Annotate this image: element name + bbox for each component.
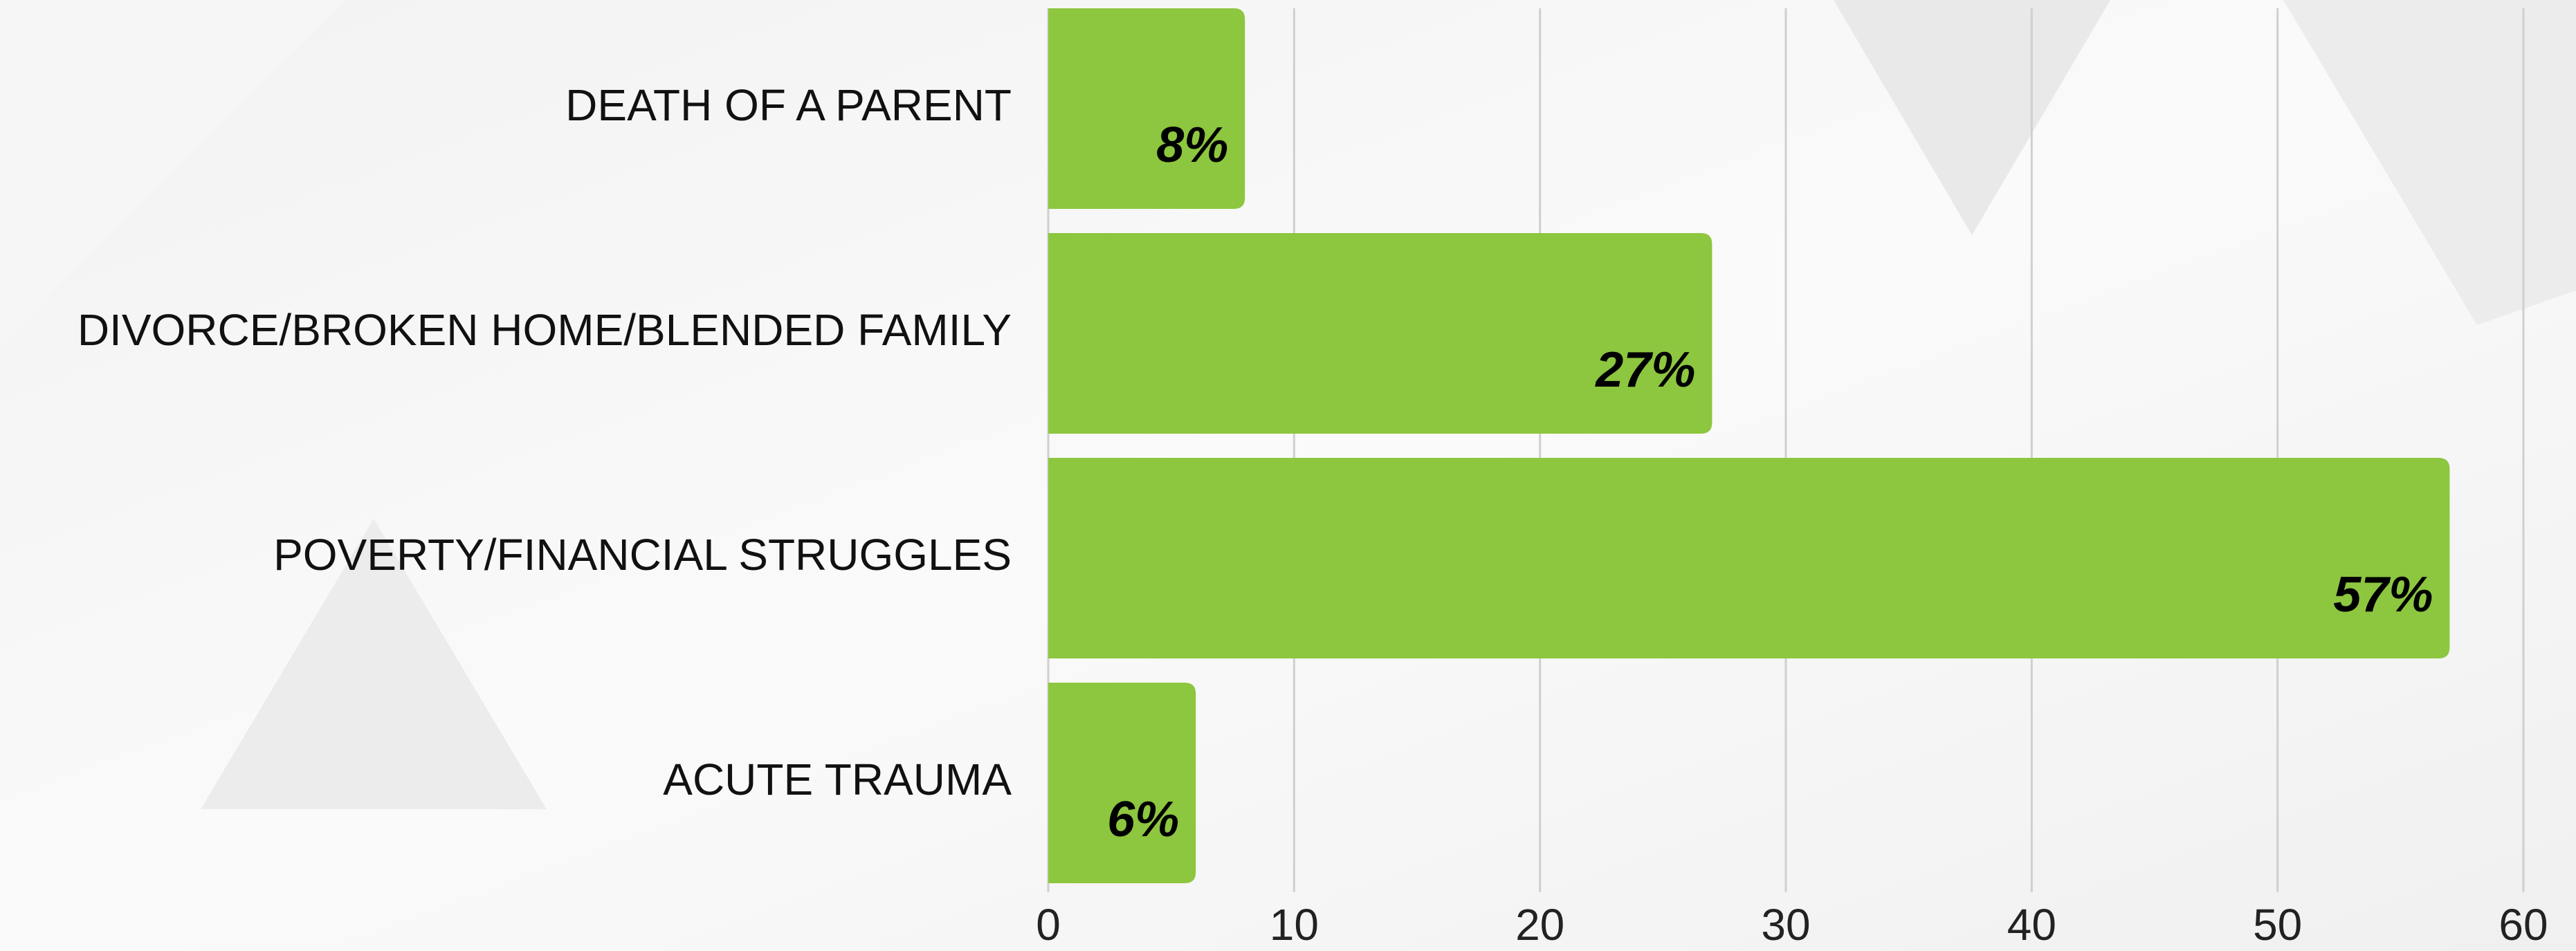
value-label: 57%: [2333, 567, 2433, 622]
value-label: 8%: [1156, 118, 1228, 173]
bg-shape: [0, 0, 346, 346]
value-label: 6%: [1107, 792, 1179, 847]
x-tick-label: 50: [2253, 900, 2302, 950]
x-tick-label: 20: [1515, 900, 1564, 950]
bar: [1048, 233, 1712, 434]
x-tick-label: 10: [1270, 900, 1319, 950]
bg-shape: [2283, 0, 2576, 325]
category-label: ACUTE TRAUMA: [663, 755, 1012, 804]
bar: [1048, 683, 1196, 883]
x-tick-label: 30: [1761, 900, 1810, 950]
bar: [1048, 8, 1245, 209]
value-label: 27%: [1594, 342, 1695, 398]
category-label: DEATH OF A PARENT: [565, 80, 1012, 130]
x-tick-label: 0: [1036, 900, 1061, 950]
bg-shape: [201, 519, 547, 809]
bg-shape: [1834, 0, 2110, 235]
bar: [1048, 458, 2450, 658]
category-label: POVERTY/FINANCIAL STRUGGLES: [273, 530, 1012, 580]
x-tick-label: 60: [2499, 900, 2548, 950]
x-tick-label: 40: [2007, 900, 2056, 950]
category-label: DIVORCE/BROKEN HOME/BLENDED FAMILY: [77, 305, 1012, 355]
